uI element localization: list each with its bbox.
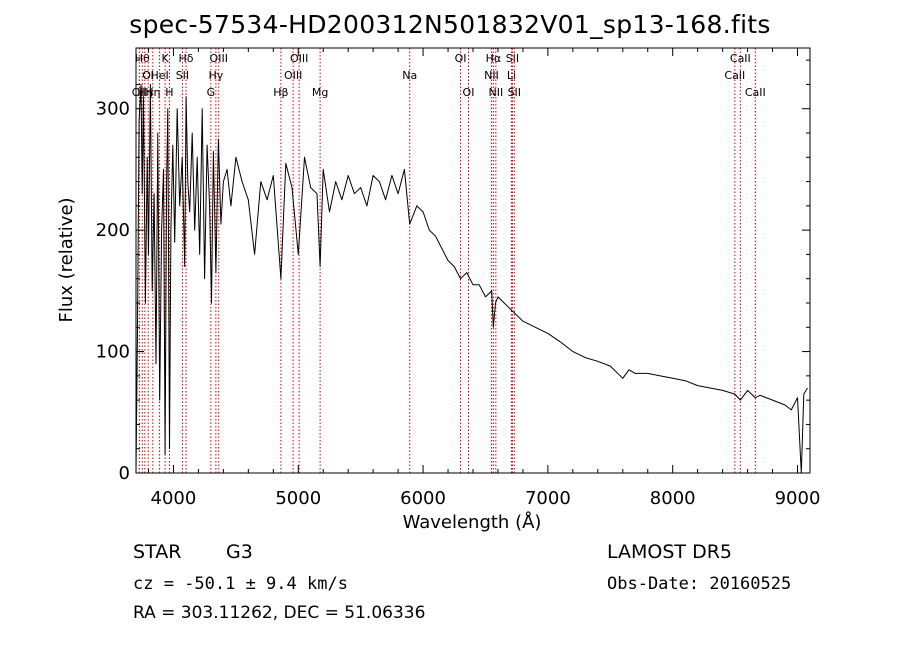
y-tick-label: 0 <box>119 463 130 484</box>
x-axis-label: Wavelength (Å) <box>403 511 542 533</box>
line-marker-label: OI <box>142 69 154 82</box>
x-tick-label: 7000 <box>525 488 571 509</box>
line-marker-label: Mg <box>312 86 328 99</box>
line-marker-label: NII <box>484 69 499 82</box>
line-marker-label: Li <box>507 69 516 82</box>
spectrum-line <box>135 83 808 474</box>
line-marker-label: SII <box>176 69 189 82</box>
line-marker-label: CaII <box>724 69 745 82</box>
object-subclass: G3 <box>226 541 253 563</box>
line-marker-label: Hη <box>145 86 160 99</box>
line-marker-label: Hα <box>486 52 502 65</box>
line-marker-label: H <box>165 86 173 99</box>
object-type: STAR <box>133 541 182 563</box>
line-marker-label: OIII <box>284 69 302 82</box>
line-marker-label: HeI <box>150 69 168 82</box>
line-marker-label: NII <box>488 86 503 99</box>
axis-layer: 4000 5000 6000 7000 8000 9000 0 100 200 300 <box>96 48 821 509</box>
y-tick-label: 200 <box>96 220 130 241</box>
x-tick-label: 4000 <box>151 488 197 509</box>
line-marker-label: Hβ <box>273 86 288 99</box>
line-marker-label: Hγ <box>208 69 223 82</box>
observation-date: Obs-Date: 20160525 <box>607 574 792 594</box>
line-marker-label: SII <box>508 86 521 99</box>
line-marker-layer: OIIHθHηOIHηHeIKHSIIHδGHγOIIIHβOIIIOIIIMg… <box>132 48 766 473</box>
line-marker-label: SII <box>506 52 519 65</box>
sky-coordinates: RA = 303.11262, DEC = 51.06336 <box>133 603 426 623</box>
x-tick-label: 5000 <box>275 488 321 509</box>
x-tick-label: 6000 <box>400 488 446 509</box>
x-tick-label: 8000 <box>650 488 696 509</box>
redshift-velocity: cz = -50.1 ± 9.4 km/s <box>133 574 348 594</box>
plot-frame <box>135 47 811 474</box>
y-axis-label: Flux (relative) <box>56 197 77 322</box>
line-marker-label: OIII <box>210 52 228 65</box>
line-marker-label: G <box>207 86 216 99</box>
line-marker-label: K <box>161 52 169 65</box>
line-marker-label: OI <box>463 86 475 99</box>
x-tick-label: 9000 <box>775 488 821 509</box>
survey-name: LAMOST DR5 <box>607 541 732 563</box>
line-marker-label: Na <box>402 69 417 82</box>
line-marker-label: OI <box>455 52 467 65</box>
y-tick-label: 100 <box>96 342 130 363</box>
line-marker-label: Hδ <box>179 52 194 65</box>
line-marker-label: Hθ <box>135 52 150 65</box>
y-tick-label: 300 <box>96 99 130 120</box>
line-marker-label: CaII <box>745 86 766 99</box>
line-marker-label: CaII <box>730 52 751 65</box>
chart-title: spec-57534-HD200312N501832V01_sp13-168.f… <box>129 10 771 39</box>
line-marker-label: OIII <box>290 52 308 65</box>
